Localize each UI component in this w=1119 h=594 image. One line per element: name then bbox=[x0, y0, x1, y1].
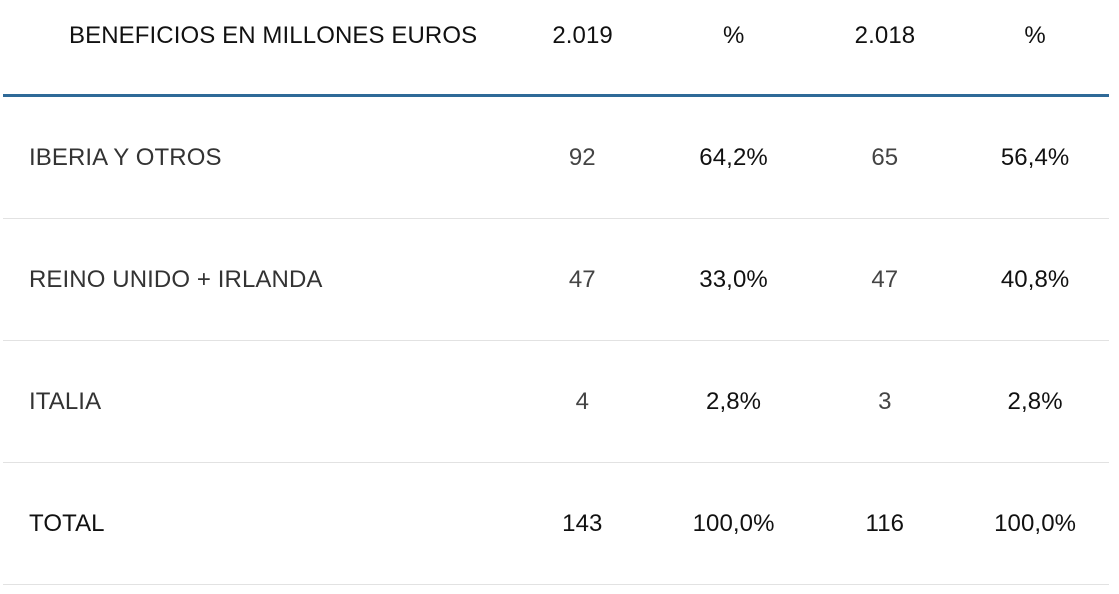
total-value-2018: 116 bbox=[865, 509, 905, 537]
percent-2019: 2,8% bbox=[706, 387, 762, 415]
value-2019: 4 bbox=[575, 387, 590, 415]
table-row: ITALIA 4 2,8% 3 2,8% bbox=[3, 341, 1109, 463]
table-row: REINO UNIDO + IRLANDA 47 33,0% 47 40,8% bbox=[3, 219, 1109, 341]
region-label: REINO UNIDO + IRLANDA bbox=[29, 265, 323, 293]
percent-2019: 64,2% bbox=[699, 143, 768, 171]
table-row: IBERIA Y OTROS 92 64,2% 65 56,4% bbox=[3, 97, 1109, 219]
total-value-2019: 143 bbox=[562, 509, 603, 537]
header-percent-2019: % bbox=[723, 22, 745, 49]
header-label: BENEFICIOS EN MILLONES EUROS bbox=[69, 22, 478, 49]
table-total-row: TOTAL 143 100,0% 116 100,0% bbox=[3, 463, 1109, 585]
value-2018: 47 bbox=[871, 265, 899, 293]
percent-2018: 2,8% bbox=[1007, 387, 1063, 415]
region-label: ITALIA bbox=[29, 387, 102, 415]
total-percent-2019: 100,0% bbox=[692, 509, 775, 537]
header-year-2019: 2.019 bbox=[552, 22, 613, 49]
region-label: IBERIA Y OTROS bbox=[29, 143, 222, 171]
table-header-row: BENEFICIOS EN MILLONES EUROS 2.019 % 2.0… bbox=[3, 0, 1109, 97]
value-2019: 92 bbox=[568, 143, 596, 171]
value-2018: 65 bbox=[871, 143, 899, 171]
percent-2018: 40,8% bbox=[1000, 265, 1070, 293]
header-year-2018: 2.018 bbox=[854, 22, 916, 49]
total-percent-2018: 100,0% bbox=[994, 509, 1077, 537]
value-2019: 47 bbox=[568, 265, 596, 293]
profits-table: BENEFICIOS EN MILLONES EUROS 2.019 % 2.0… bbox=[3, 0, 1109, 585]
percent-2019: 33,0% bbox=[699, 265, 768, 293]
percent-2018: 56,4% bbox=[1000, 143, 1070, 171]
header-percent-2018: % bbox=[1024, 22, 1046, 49]
value-2018: 3 bbox=[878, 387, 892, 415]
total-label: TOTAL bbox=[29, 509, 105, 537]
